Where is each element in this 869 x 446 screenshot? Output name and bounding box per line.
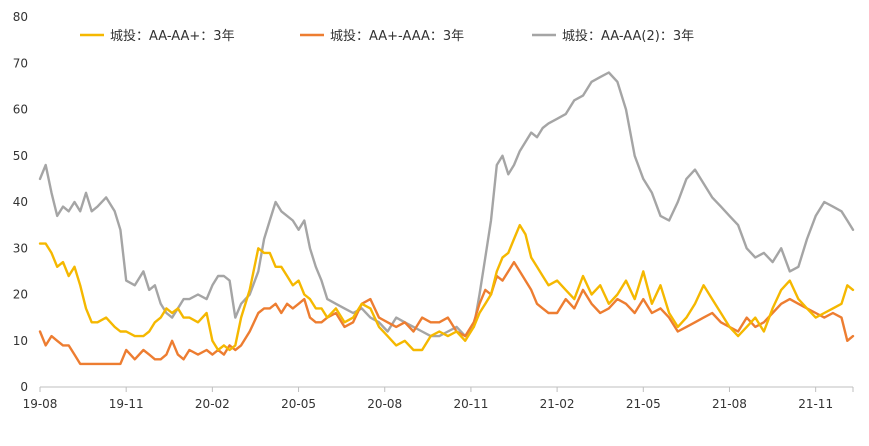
x-tick-label: 19-11	[109, 397, 144, 411]
legend-label-1: 城投：AA-AA+：3年	[110, 28, 235, 44]
y-tick-label: 10	[13, 334, 28, 348]
x-tick-label: 21-08	[712, 397, 747, 411]
x-tick-label: 21-05	[626, 397, 661, 411]
y-tick-label: 40	[13, 195, 28, 209]
x-tick-label: 21-02	[540, 397, 575, 411]
x-tick-label: 20-02	[195, 397, 230, 411]
legend-label-2: 城投：AA+-AAA：3年	[330, 28, 464, 44]
y-tick-label: 30	[13, 241, 28, 255]
y-tick-label: 0	[20, 380, 28, 394]
x-tick-label: 21-11	[798, 397, 833, 411]
y-tick-label: 80	[13, 10, 28, 24]
series-line-3	[38, 71, 855, 338]
legend: 城投：AA-AA+：3年 城投：AA+-AAA：3年 城投：AA-AA(2)：3年	[80, 28, 694, 44]
y-axis-tick-labels: 0 10 20 30 40 50 60 70 80	[13, 10, 28, 394]
series-line-1	[38, 223, 855, 352]
x-tick-label: 19-08	[23, 397, 58, 411]
y-tick-label: 20	[13, 288, 28, 302]
y-tick-label: 50	[13, 149, 28, 163]
series-line-2	[38, 260, 855, 366]
legend-label-3: 城投：AA-AA(2)：3年	[562, 28, 694, 44]
x-tick-label: 20-11	[453, 397, 488, 411]
series-lines	[38, 71, 855, 366]
x-axis: 19-08 19-11 20-02 20-05 20-08 20-11 21-02 21-05…	[23, 386, 854, 411]
y-tick-label: 60	[13, 103, 28, 117]
x-tick-label: 20-05	[281, 397, 316, 411]
y-tick-label: 70	[13, 56, 28, 70]
x-tick-label: 20-08	[367, 397, 402, 411]
